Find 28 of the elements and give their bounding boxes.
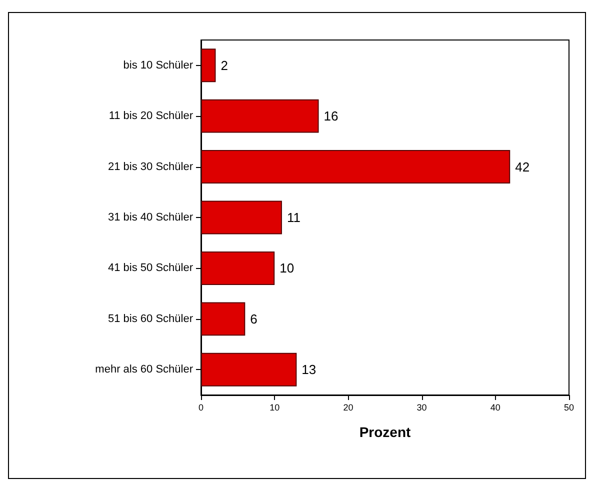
data-label: 13 xyxy=(302,362,316,378)
data-label: 42 xyxy=(515,159,530,174)
y-tick-label: 31 bis 40 Schüler xyxy=(108,212,194,224)
x-axis-title: Prozent xyxy=(359,424,412,440)
bar xyxy=(201,200,282,234)
x-tick-label: 0 xyxy=(198,402,204,412)
x-tick-label: 30 xyxy=(416,402,427,412)
x-tick-label: 20 xyxy=(343,402,354,412)
bar xyxy=(201,99,319,133)
x-tick-label: 10 xyxy=(270,402,280,412)
data-label: 6 xyxy=(250,311,258,326)
bar xyxy=(201,150,510,184)
bar xyxy=(201,302,246,336)
y-tick-label: 21 bis 30 Schüler xyxy=(108,160,194,173)
x-tick-label: 50 xyxy=(564,402,574,412)
data-label: 2 xyxy=(220,58,228,73)
data-label: 11 xyxy=(286,210,300,225)
data-label: 16 xyxy=(324,108,338,124)
bar xyxy=(201,352,297,386)
y-tick-label: bis 10 Schüler xyxy=(123,59,194,72)
data-label: 10 xyxy=(280,260,294,276)
y-tick-label: 41 bis 50 Schüler xyxy=(108,262,194,274)
bar xyxy=(201,251,275,285)
x-tick-label: 40 xyxy=(490,402,500,412)
y-tick-label: mehr als 60 Schüler xyxy=(95,364,194,376)
bar xyxy=(201,48,216,82)
y-tick-label: 11 bis 20 Schüler xyxy=(108,110,194,122)
y-tick-label: 51 bis 60 Schüler xyxy=(108,312,194,325)
